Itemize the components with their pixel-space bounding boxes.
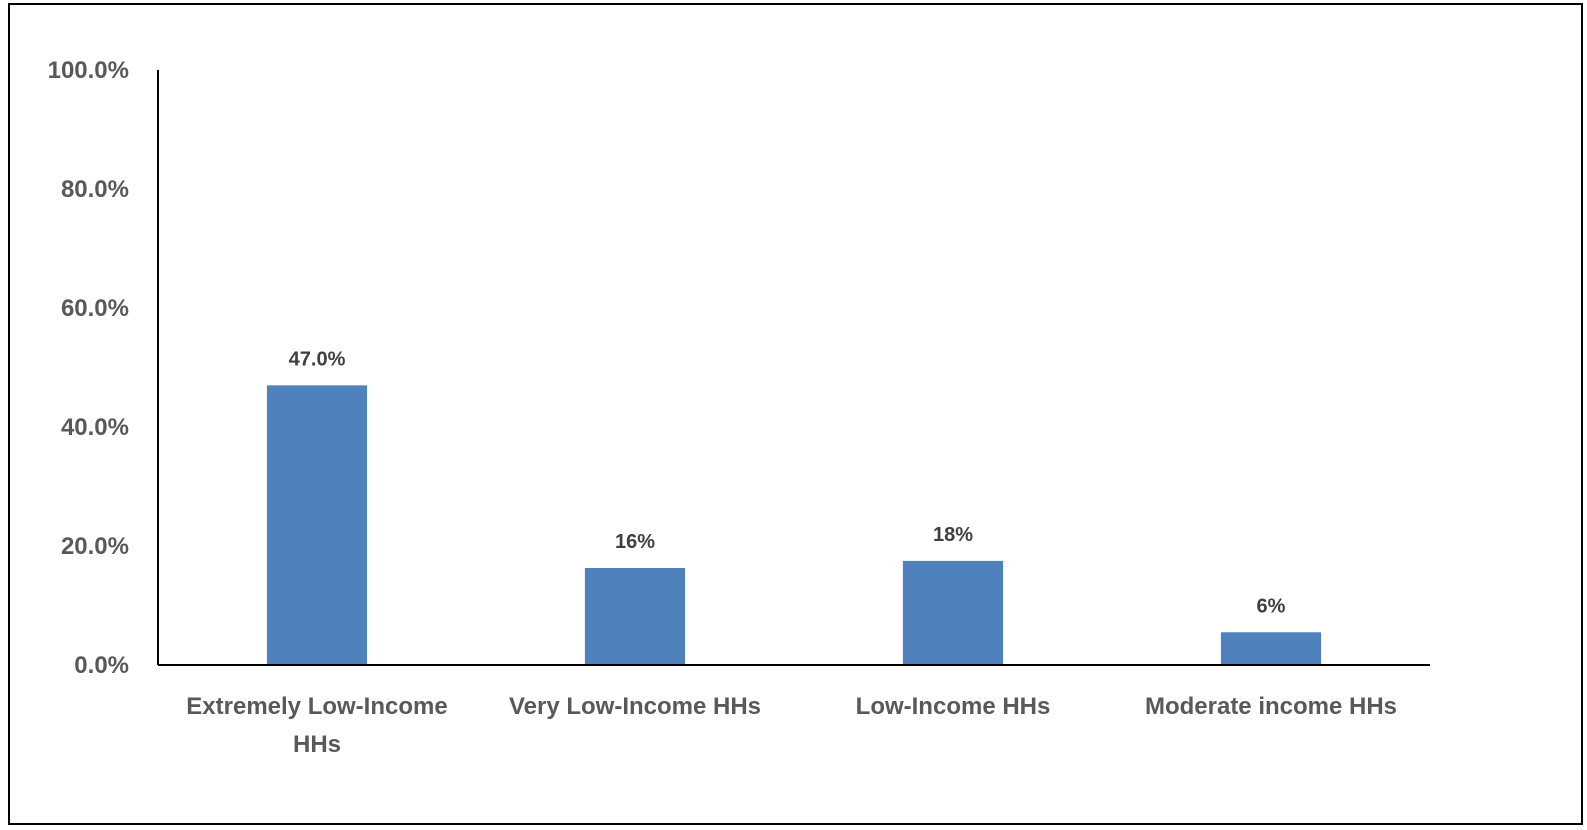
bar bbox=[584, 568, 686, 665]
data-label: 6% bbox=[1257, 595, 1286, 617]
bars bbox=[266, 385, 1322, 665]
y-tick-label: 40.0% bbox=[61, 414, 129, 441]
x-category-label: Extremely Low-Income bbox=[186, 693, 447, 720]
data-labels: 47.0% 16% 18% 6% bbox=[289, 348, 1286, 617]
y-tick-label: 20.0% bbox=[61, 533, 129, 560]
y-tick-label: 0.0% bbox=[74, 652, 129, 679]
data-label: 16% bbox=[615, 531, 655, 553]
y-axis-ticks: 0.0% 20.0% 40.0% 60.0% 80.0% 100.0% bbox=[48, 57, 129, 679]
bar bbox=[902, 560, 1004, 665]
x-category-label: Moderate income HHs bbox=[1145, 693, 1397, 720]
x-category-label: HHs bbox=[293, 731, 341, 758]
data-label: 18% bbox=[933, 524, 973, 546]
bar bbox=[1220, 632, 1322, 665]
y-tick-label: 100.0% bbox=[48, 57, 129, 84]
axes bbox=[157, 70, 1430, 666]
y-tick-label: 80.0% bbox=[61, 176, 129, 203]
x-category-label: Very Low-Income HHs bbox=[509, 693, 761, 720]
y-tick-label: 60.0% bbox=[61, 295, 129, 322]
category-labels: Extremely Low-Income HHs Very Low-Income H… bbox=[186, 693, 1397, 758]
x-category-label: Low-Income HHs bbox=[856, 693, 1051, 720]
data-label: 47.0% bbox=[289, 348, 346, 370]
bar bbox=[266, 385, 368, 665]
